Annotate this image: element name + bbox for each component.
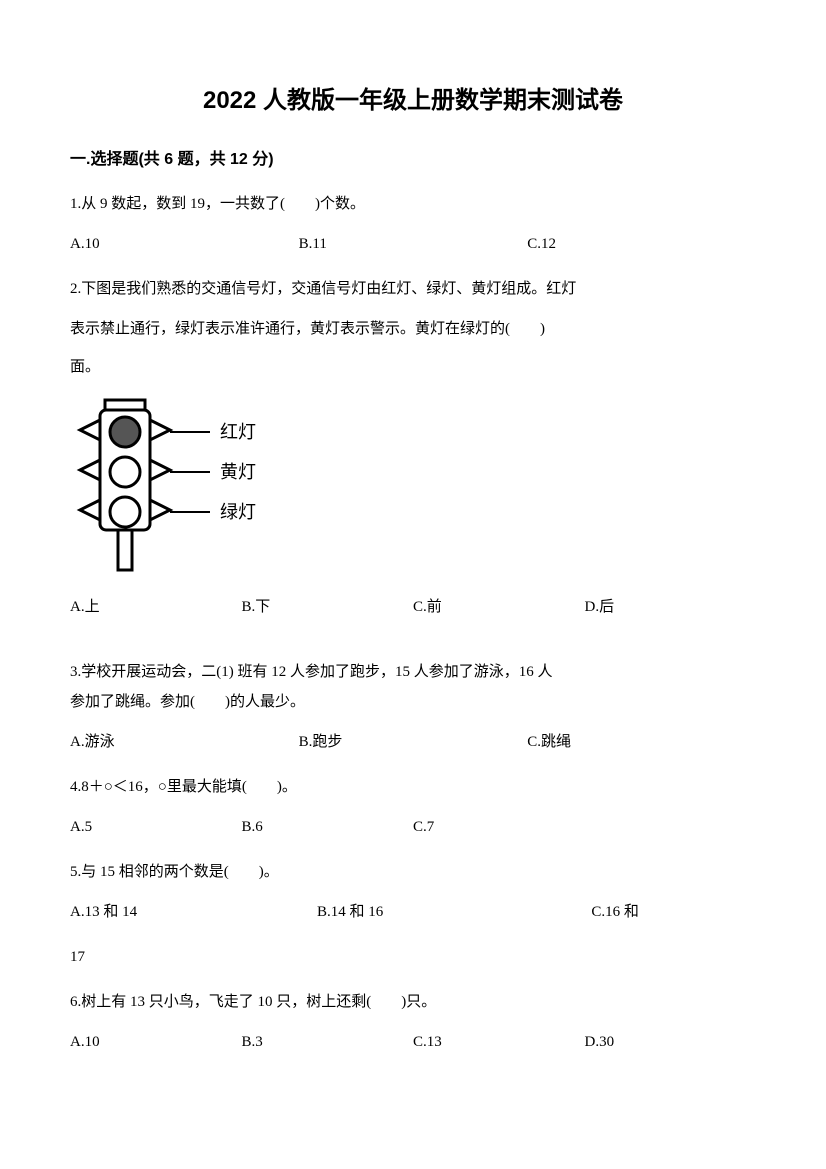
q5-options: A.13 和 14 B.14 和 16 C.16 和 <box>70 897 756 927</box>
q5-option-c: C.16 和 <box>591 897 756 927</box>
q3-text-2: 参加了跳绳。参加( )的人最少。 <box>70 687 756 717</box>
q2-text-2: 表示禁止通行，绿灯表示准许通行，黄灯表示警示。黄灯在绿灯的( ) <box>70 314 756 344</box>
label-yellow: 黄灯 <box>220 462 256 482</box>
q1-option-b: B.11 <box>299 229 528 259</box>
q3-options: A.游泳 B.跑步 C.跳绳 <box>70 727 756 757</box>
q5-option-c-cont: 17 <box>70 942 756 972</box>
q2-text-1: 2.下图是我们熟悉的交通信号灯，交通信号灯由红灯、绿灯、黄灯组成。红灯 <box>70 274 756 304</box>
q3-option-a: A.游泳 <box>70 727 299 757</box>
q2-text-3: 面。 <box>70 352 756 382</box>
traffic-light-diagram: 红灯 黄灯 绿灯 <box>70 392 756 572</box>
q2-option-b: B.下 <box>242 592 414 622</box>
question-2: 2.下图是我们熟悉的交通信号灯，交通信号灯由红灯、绿灯、黄灯组成。红灯 表示禁止… <box>70 274 756 622</box>
q6-options: A.10 B.3 C.13 D.30 <box>70 1027 756 1057</box>
q4-option-b: B.6 <box>242 812 414 842</box>
q6-option-a: A.10 <box>70 1027 242 1057</box>
q1-options: A.10 B.11 C.12 <box>70 229 756 259</box>
q5-option-a: A.13 和 14 <box>70 897 317 927</box>
q6-option-c: C.13 <box>413 1027 585 1057</box>
q2-options: A.上 B.下 C.前 D.后 <box>70 592 756 622</box>
q4-text: 4.8＋○＜16，○里最大能填( )。 <box>70 772 756 802</box>
q1-option-a: A.10 <box>70 229 299 259</box>
q1-text: 1.从 9 数起，数到 19，一共数了( )个数。 <box>70 189 756 219</box>
q3-option-b: B.跑步 <box>299 727 528 757</box>
question-1: 1.从 9 数起，数到 19，一共数了( )个数。 A.10 B.11 C.12 <box>70 189 756 259</box>
traffic-light-icon: 红灯 黄灯 绿灯 <box>70 392 290 572</box>
label-green: 绿灯 <box>220 502 256 522</box>
question-5: 5.与 15 相邻的两个数是( )。 A.13 和 14 B.14 和 16 C… <box>70 857 756 972</box>
q3-option-c: C.跳绳 <box>527 727 756 757</box>
q6-option-d: D.30 <box>585 1027 757 1057</box>
q2-option-d: D.后 <box>585 592 757 622</box>
q1-option-c: C.12 <box>527 229 756 259</box>
q4-options: A.5 B.6 C.7 <box>70 812 756 842</box>
question-3: 3.学校开展运动会，二(1) 班有 12 人参加了跑步，15 人参加了游泳，16… <box>70 657 756 757</box>
question-4: 4.8＋○＜16，○里最大能填( )。 A.5 B.6 C.7 <box>70 772 756 842</box>
q2-option-c: C.前 <box>413 592 585 622</box>
q6-text: 6.树上有 13 只小鸟，飞走了 10 只，树上还剩( )只。 <box>70 987 756 1017</box>
q5-text: 5.与 15 相邻的两个数是( )。 <box>70 857 756 887</box>
page-title: 2022 人教版一年级上册数学期末测试卷 <box>70 80 756 115</box>
q3-text-1: 3.学校开展运动会，二(1) 班有 12 人参加了跑步，15 人参加了游泳，16… <box>70 657 756 687</box>
section-header: 一.选择题(共 6 题，共 12 分) <box>70 145 756 169</box>
q6-option-b: B.3 <box>242 1027 414 1057</box>
q5-option-b: B.14 和 16 <box>317 897 591 927</box>
question-6: 6.树上有 13 只小鸟，飞走了 10 只，树上还剩( )只。 A.10 B.3… <box>70 987 756 1057</box>
q4-option-a: A.5 <box>70 812 242 842</box>
label-red: 红灯 <box>220 422 256 442</box>
q4-option-c: C.7 <box>413 812 585 842</box>
q2-option-a: A.上 <box>70 592 242 622</box>
